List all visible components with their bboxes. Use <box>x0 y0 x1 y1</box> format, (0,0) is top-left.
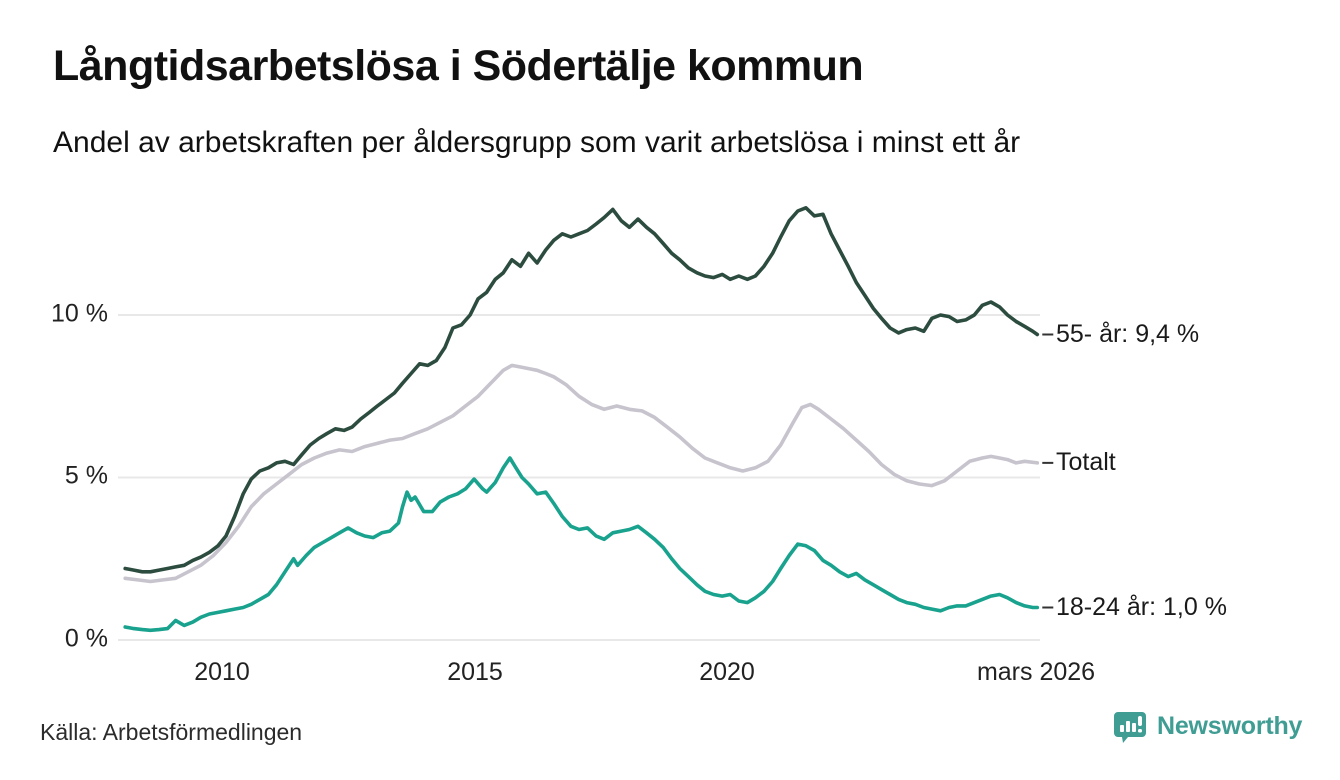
x-axis-tick-mars-2026: mars 2026 <box>976 658 1096 686</box>
series-line-18-24-r <box>123 456 1040 633</box>
series-line-totalt <box>123 363 1040 584</box>
page-subtitle: Andel av arbetskraften per åldersgrupp s… <box>53 126 1021 159</box>
series-label-totalt: Totalt <box>1056 447 1116 476</box>
brand-wordmark: Newsworthy <box>1157 711 1303 740</box>
x-axis-tick-2010: 2010 <box>194 658 250 686</box>
series-label-18-24-ar: 18-24 år: 1,0 % <box>1056 592 1227 621</box>
y-axis-tick-10: 10 % <box>51 299 108 328</box>
y-axis-tick-5: 5 % <box>64 461 108 490</box>
brand-logo: Newsworthy <box>1112 708 1302 744</box>
x-axis-tick-2015: 2015 <box>447 658 503 686</box>
page-title: Långtidsarbetslösa i Södertälje kommun <box>53 42 864 90</box>
newsworthy-icon <box>1112 708 1148 744</box>
source-note: Källa: Arbetsförmedlingen <box>40 719 303 745</box>
series-label-55-ar: 55- år: 9,4 % <box>1056 319 1200 348</box>
x-axis-tick-2020: 2020 <box>699 658 755 686</box>
y-axis-tick-0: 0 % <box>64 624 108 653</box>
series-line-55-r <box>123 206 1040 574</box>
